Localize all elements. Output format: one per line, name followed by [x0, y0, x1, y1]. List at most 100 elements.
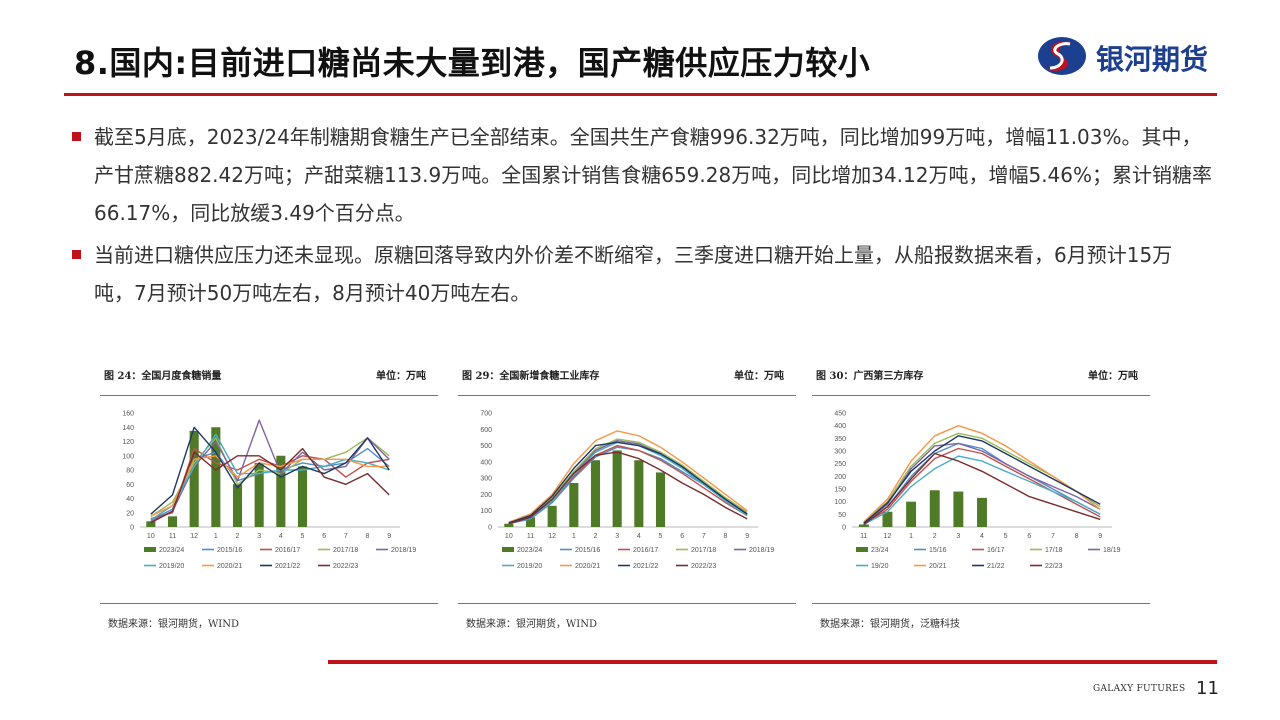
bar: [906, 501, 917, 527]
legend-label: 2016/17: [633, 547, 658, 554]
x-tick-label: 7: [344, 533, 348, 540]
bar: [655, 472, 666, 527]
panel-footer-line: [812, 603, 1150, 604]
legend-swatch: [856, 547, 868, 552]
brand-name: 银河期货: [1096, 43, 1209, 76]
x-tick-label: 1: [909, 533, 913, 540]
legend-label: 22/23: [1045, 563, 1063, 570]
y-tick-label: 200: [834, 474, 846, 481]
chart-unit: 单位：万吨: [1088, 371, 1138, 382]
legend-label: 2018/19: [391, 547, 416, 554]
x-tick-label: 10: [505, 533, 513, 540]
x-tick-label: 12: [884, 533, 892, 540]
legend-label: 2021/22: [275, 563, 300, 570]
y-tick-label: 0: [488, 525, 492, 532]
panel-header-line: [812, 395, 1150, 396]
x-tick-label: 8: [366, 533, 370, 540]
chart-source: 数据来源：银河期货，WIND: [466, 619, 597, 630]
x-tick-label: 9: [387, 533, 391, 540]
x-tick-label: 6: [680, 533, 684, 540]
series-line: [863, 455, 1101, 526]
y-tick-label: 140: [122, 425, 134, 432]
bar: [929, 490, 940, 527]
legend-swatch: [502, 547, 514, 552]
legend-label: 2019/20: [159, 563, 184, 570]
series-line: [863, 435, 1101, 524]
x-tick-label: 2: [933, 533, 937, 540]
panel-header-line: [458, 395, 796, 396]
x-tick-label: 6: [322, 533, 326, 540]
x-tick-label: 12: [190, 533, 198, 540]
x-tick-label: 5: [301, 533, 305, 540]
x-tick-label: 12: [548, 533, 556, 540]
x-tick-label: 6: [1027, 533, 1031, 540]
chart-panel-guangxi: 图 30：广西第三方库存 单位：万吨 0 50 100 150 200 250 300 350…: [812, 357, 1150, 637]
bar: [634, 460, 644, 527]
series-line: [863, 425, 1101, 523]
x-tick-label: 8: [1075, 533, 1079, 540]
bar: [211, 427, 221, 527]
x-tick-label: 3: [956, 533, 960, 540]
legend-label: 23/24: [871, 547, 889, 554]
page-number: 11: [1196, 678, 1219, 699]
panel-header-line: [100, 395, 438, 396]
series-line: [863, 442, 1101, 524]
series-line: [150, 447, 390, 521]
panel-header: 图 24：全国月度食糖销量 单位：万吨: [104, 367, 426, 383]
series-line: [508, 430, 748, 523]
y-tick-label: 60: [126, 482, 134, 489]
series-line: [508, 438, 748, 523]
legend-label: 20/21: [929, 563, 947, 570]
x-tick-label: 7: [1051, 533, 1055, 540]
legend-label: 2018/19: [749, 547, 774, 554]
legend-swatch: [144, 547, 156, 552]
bar: [504, 523, 514, 527]
x-tick-label: 5: [659, 533, 663, 540]
bar: [882, 511, 893, 527]
series-line: [508, 446, 748, 525]
y-tick-label: 120: [122, 439, 134, 446]
y-tick-label: 600: [480, 427, 492, 434]
y-tick-label: 150: [834, 487, 846, 494]
bullet-list: 截至5月底，2023/24年制糖期食糖生产已全部结束。全国共生产食糖996.32…: [72, 118, 1212, 316]
x-tick-label: 1: [572, 533, 576, 540]
legend-label: 2022/23: [333, 563, 358, 570]
title-divider: [64, 93, 1217, 96]
bullet-square-icon: [72, 132, 81, 141]
series-line: [150, 447, 390, 524]
y-tick-label: 500: [480, 443, 492, 450]
y-tick-label: 50: [838, 512, 846, 519]
page-title: 8.国内:目前进口糖尚未大量到港，国产糖供应压力较小: [74, 44, 871, 82]
legend-label: 21/22: [987, 563, 1005, 570]
chart-source: 数据来源：银河期货，泛糖科技: [820, 619, 960, 630]
legend-label: 16/17: [987, 547, 1005, 554]
x-tick-label: 4: [637, 533, 641, 540]
series-line: [508, 440, 748, 524]
x-tick-label: 2: [594, 533, 598, 540]
galaxy-logo-icon: [1038, 37, 1086, 75]
legend-label: 2022/23: [691, 563, 716, 570]
legend-label: 19/20: [871, 563, 889, 570]
bullet-item: 截至5月底，2023/24年制糖期食糖生产已全部结束。全国共生产食糖996.32…: [72, 118, 1212, 232]
bar: [953, 491, 964, 527]
series-line: [150, 455, 390, 517]
bar: [525, 517, 536, 527]
x-tick-label: 4: [980, 533, 984, 540]
x-tick-label: 1: [214, 533, 218, 540]
series-line: [863, 452, 1101, 526]
bullet-square-icon: [72, 250, 81, 259]
bar: [254, 462, 264, 527]
y-tick-label: 20: [126, 510, 134, 517]
x-tick-label: 5: [1004, 533, 1008, 540]
bar: [547, 505, 557, 527]
x-tick-label: 9: [1098, 533, 1102, 540]
bar: [232, 484, 243, 527]
y-tick-label: 200: [480, 492, 492, 499]
y-tick-label: 400: [480, 459, 492, 466]
chart-title: 图 24：全国月度食糖销量: [104, 371, 222, 382]
x-tick-label: 11: [860, 533, 867, 540]
chart-panel-sales: 图 24：全国月度食糖销量 单位：万吨 0 20 40 60 80 100 120 140 16…: [100, 357, 438, 637]
legend-label: 2015/16: [217, 547, 242, 554]
